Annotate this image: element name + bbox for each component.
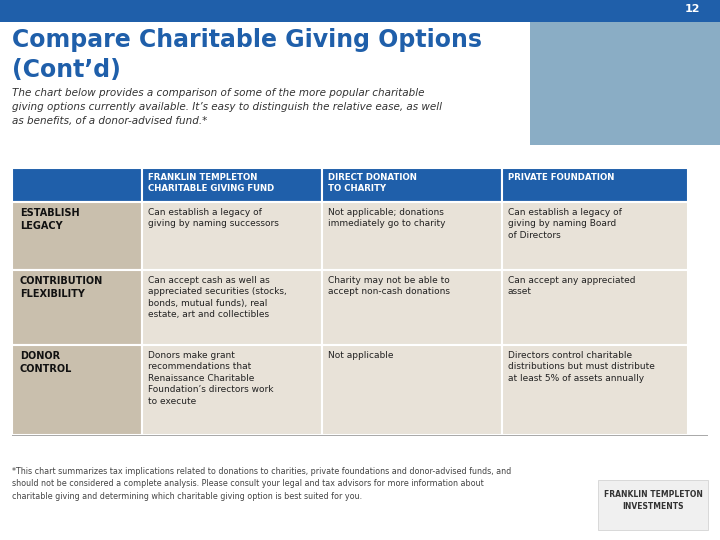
Text: Compare Charitable Giving Options: Compare Charitable Giving Options — [12, 28, 482, 52]
Text: Can establish a legacy of
giving by naming Board
of Directors: Can establish a legacy of giving by nami… — [508, 208, 622, 240]
Bar — [502, 270, 688, 345]
Text: DIRECT DONATION
TO CHARITY: DIRECT DONATION TO CHARITY — [328, 173, 417, 193]
Text: CONTRIBUTION
FLEXIBILITY: CONTRIBUTION FLEXIBILITY — [20, 276, 103, 299]
Text: Can accept cash as well as
appreciated securities (stocks,
bonds, mutual funds),: Can accept cash as well as appreciated s… — [148, 276, 287, 319]
Bar — [598, 480, 708, 530]
Text: FRANKLIN TEMPLETON
CHARITABLE GIVING FUND: FRANKLIN TEMPLETON CHARITABLE GIVING FUN… — [148, 173, 274, 193]
Text: Can establish a legacy of
giving by naming successors: Can establish a legacy of giving by nami… — [148, 208, 279, 228]
Bar — [12, 202, 142, 270]
Bar — [530, 22, 720, 145]
Bar — [12, 435, 708, 436]
Bar — [322, 345, 502, 435]
Bar — [142, 345, 322, 435]
Text: Not applicable; donations
immediately go to charity: Not applicable; donations immediately go… — [328, 208, 446, 228]
Text: Charity may not be able to
accept non-cash donations: Charity may not be able to accept non-ca… — [328, 276, 450, 296]
Text: Directors control charitable
distributions but must distribute
at least 5% of as: Directors control charitable distributio… — [508, 351, 655, 383]
Text: DONOR
CONTROL: DONOR CONTROL — [20, 351, 73, 374]
Text: The chart below provides a comparison of some of the more popular charitable
giv: The chart below provides a comparison of… — [12, 88, 442, 126]
Text: *This chart summarizes tax implications related to donations to charities, priva: *This chart summarizes tax implications … — [12, 467, 511, 501]
Bar — [142, 168, 322, 202]
Text: Donors make grant
recommendations that
Renaissance Charitable
Foundation’s direc: Donors make grant recommendations that R… — [148, 351, 274, 406]
Bar — [142, 202, 322, 270]
Bar — [0, 0, 720, 22]
Text: ESTABLISH
LEGACY: ESTABLISH LEGACY — [20, 208, 80, 231]
Text: Can accept any appreciated
asset: Can accept any appreciated asset — [508, 276, 636, 296]
Text: Not applicable: Not applicable — [328, 351, 394, 360]
Bar — [12, 270, 142, 345]
Bar — [12, 345, 142, 435]
Bar — [502, 168, 688, 202]
Bar — [142, 270, 322, 345]
Text: FRANKLIN TEMPLETON
INVESTMENTS: FRANKLIN TEMPLETON INVESTMENTS — [603, 490, 703, 511]
Text: (Cont’d): (Cont’d) — [12, 58, 121, 82]
Bar — [322, 168, 502, 202]
Bar — [12, 168, 142, 202]
Bar — [502, 202, 688, 270]
Bar — [322, 270, 502, 345]
Bar — [502, 345, 688, 435]
Text: 12: 12 — [685, 4, 700, 14]
Text: PRIVATE FOUNDATION: PRIVATE FOUNDATION — [508, 173, 614, 182]
Bar — [322, 202, 502, 270]
